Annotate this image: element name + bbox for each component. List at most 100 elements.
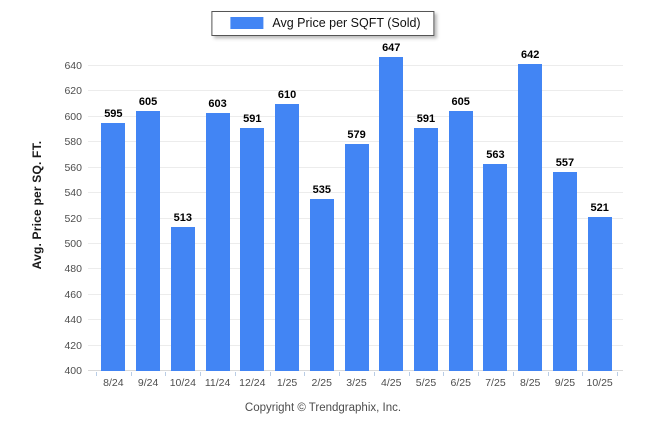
bar-slot-5/25: 591 — [409, 114, 444, 371]
axis-tick — [547, 372, 549, 376]
bar-slot-8/24: 595 — [96, 109, 131, 371]
x-tick-label-12/24: 12/24 — [239, 377, 266, 389]
x-tick-label-3/25: 3/25 — [346, 377, 367, 389]
bar-slot-8/25: 642 — [513, 48, 548, 371]
bar-value-label: 605 — [451, 95, 470, 108]
axis-tick — [234, 372, 236, 376]
x-tick-label-9/24: 9/24 — [137, 377, 159, 389]
bar-slot-6/25: 605 — [443, 95, 478, 371]
y-tick-label-480: 480 — [64, 263, 82, 276]
y-tick-label-440: 440 — [64, 314, 82, 327]
bar-slot-9/24: 605 — [131, 95, 166, 371]
y-tick-label-460: 460 — [64, 288, 82, 301]
bar-value-label: 642 — [521, 48, 540, 61]
bar — [101, 123, 126, 371]
bars-layer: 595 605 513 603 591 610 535 579 647 591 605 563 642 5… — [96, 43, 617, 371]
y-tick-label-520: 520 — [64, 212, 82, 225]
y-tick-label-560: 560 — [64, 161, 82, 174]
y-tick-label-420: 420 — [64, 339, 82, 352]
gridline-580 — [88, 141, 623, 143]
x-axis-tick-labels: 8/24 9/24 10/24 11/24 12/24 1/25 2/25 3/25 4/25 5… — [96, 377, 617, 390]
x-tick-label-7/25: 7/25 — [485, 377, 506, 389]
plot-area: 595 605 513 603 591 610 535 579 647 591 605 563 642 5… — [88, 43, 623, 371]
y-tick-label-640: 640 — [64, 60, 82, 72]
x-tick-label-5/25: 5/25 — [415, 377, 437, 389]
y-tick-label-500: 500 — [64, 237, 82, 250]
x-tick-label-8/24: 8/24 — [103, 377, 124, 389]
y-tick-label-580: 580 — [64, 136, 82, 149]
x-tick-label-8/25: 8/25 — [519, 377, 541, 389]
x-tick-label-6/25: 6/25 — [450, 377, 471, 389]
bar — [344, 143, 369, 371]
axis-tick — [443, 372, 445, 376]
chart-legend: Avg Price per SQFT (Sold) — [211, 11, 435, 36]
bar — [240, 128, 265, 371]
x-tick-label-1/25: 1/25 — [276, 377, 298, 389]
x-tick-label-10/25: 10/25 — [586, 377, 613, 389]
legend-label: Avg Price per SQFT (Sold) — [272, 16, 421, 30]
axis-tick — [373, 372, 375, 376]
x-tick-label-9/25: 9/25 — [554, 377, 576, 389]
y-axis-tick-labels: 400 420 440 460 480 500 520 540 560 580 600 620 640 — [0, 57, 85, 377]
axis-tick — [478, 372, 480, 376]
bar-value-label: 610 — [277, 89, 297, 102]
axis-tick — [512, 372, 514, 376]
bar-value-label: 579 — [347, 128, 366, 141]
axis-tick — [269, 372, 271, 376]
axis-tick — [130, 372, 132, 376]
bar-slot-4/25: 647 — [374, 43, 409, 371]
bar-slot-3/25: 579 — [339, 128, 374, 371]
y-tick-label-540: 540 — [64, 187, 82, 200]
bar-slot-11/24: 603 — [200, 99, 235, 371]
bar-value-label: 605 — [138, 95, 158, 108]
bar — [379, 57, 404, 371]
bar-slot-10/25: 521 — [582, 203, 617, 371]
bar-value-label: 595 — [104, 108, 123, 121]
x-tick-label-2/25: 2/25 — [311, 377, 332, 389]
bar-value-label: 535 — [312, 184, 331, 197]
bar-slot-10/24: 513 — [165, 213, 200, 371]
bar-value-label: 513 — [173, 212, 193, 225]
axis-tick — [408, 372, 410, 376]
gridline-600 — [88, 115, 623, 117]
y-tick-label-620: 620 — [64, 85, 82, 98]
bar — [587, 217, 612, 371]
y-tick-label-600: 600 — [64, 110, 82, 123]
bar-value-label: 603 — [208, 98, 227, 110]
bar — [448, 110, 473, 371]
x-axis-ticks — [96, 372, 618, 376]
bar — [518, 63, 543, 371]
x-tick-label-4/25: 4/25 — [381, 377, 402, 389]
gridline-640 — [88, 65, 623, 66]
axis-tick — [96, 372, 97, 376]
bar-value-label: 557 — [555, 156, 575, 169]
axis-tick — [304, 372, 306, 376]
x-tick-label-10/24: 10/24 — [169, 377, 196, 389]
bar — [552, 171, 577, 371]
bar — [170, 227, 195, 371]
bar-slot-12/24: 591 — [235, 114, 270, 371]
bar — [483, 163, 508, 371]
bar-slot-7/25: 563 — [478, 148, 513, 371]
y-tick-label-400: 400 — [64, 365, 82, 377]
bar-value-label: 521 — [590, 202, 609, 215]
x-tick-label-11/24: 11/24 — [204, 377, 231, 389]
bar-slot-9/25: 557 — [548, 156, 583, 371]
bar — [413, 128, 438, 371]
bar — [205, 113, 230, 371]
bar-value-label: 647 — [382, 42, 401, 55]
bar-value-label: 563 — [486, 148, 505, 161]
bar-value-label: 591 — [416, 113, 436, 126]
axis-tick — [582, 372, 584, 376]
axis-tick — [200, 372, 202, 376]
bar — [275, 104, 300, 371]
bar — [309, 199, 334, 371]
bar-slot-1/25: 610 — [270, 90, 305, 371]
axis-tick — [339, 372, 341, 376]
bar-slot-2/25: 535 — [304, 185, 339, 371]
gridline-620 — [88, 90, 623, 92]
copyright-text: Copyright © Trendgraphix, Inc. — [244, 402, 402, 414]
bar — [136, 110, 161, 371]
legend-swatch-avg-price — [230, 17, 264, 30]
